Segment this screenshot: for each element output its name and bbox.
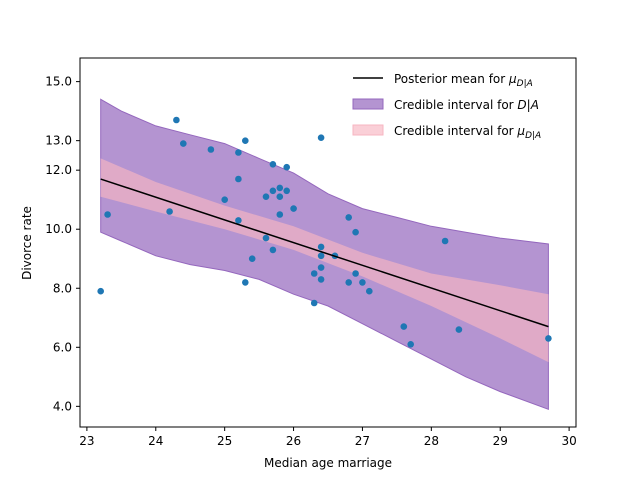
data-point <box>242 279 249 286</box>
x-tick-label: 29 <box>493 434 508 448</box>
legend: Posterior mean for μD|A Credible interval… <box>352 72 541 141</box>
data-point <box>317 252 325 260</box>
data-point <box>455 326 463 333</box>
legend-entry-label: Credible interval for μD|A <box>394 124 541 141</box>
data-point <box>366 287 373 295</box>
data-point <box>345 214 353 221</box>
x-tick-label: 27 <box>355 434 370 448</box>
data-point <box>269 246 277 254</box>
data-point <box>317 243 325 251</box>
y-tick-label: 4.0 <box>53 399 72 413</box>
data-point <box>352 270 359 277</box>
data-point <box>310 299 318 307</box>
data-point <box>173 116 180 124</box>
data-point <box>352 228 359 236</box>
x-tick-label: 24 <box>148 434 163 448</box>
y-tick-label: 15.0 <box>45 75 72 89</box>
data-point <box>180 140 187 147</box>
posterior-mean-line <box>100 178 549 328</box>
axes-layer: 23 24 25 26 27 28 29 30 4.0 6.0 8.0 10.0 12.0 13.0 15.… <box>45 57 577 448</box>
data-point <box>262 234 270 242</box>
x-tick-label: 28 <box>424 434 439 448</box>
x-tick-label: 23 <box>79 434 94 448</box>
legend-entry-label: Posterior mean for μD|A <box>394 72 533 89</box>
data-point <box>269 161 277 168</box>
data-point <box>242 137 249 144</box>
data-point <box>317 276 325 283</box>
data-point <box>345 279 353 286</box>
data-point <box>269 187 277 195</box>
data-point <box>235 175 242 183</box>
y-tick-label: 8.0 <box>53 281 72 295</box>
legend-swatch-patch <box>352 98 384 110</box>
data-point <box>283 163 291 171</box>
data-point <box>276 184 284 192</box>
y-axis-label: Divorce rate <box>20 206 34 280</box>
data-point <box>407 341 415 348</box>
axes-frame <box>79 57 577 428</box>
credible-interval-mu-band <box>100 158 549 363</box>
legend-entry-label: Credible interval for D|A <box>394 98 539 112</box>
y-tick-label: 13.0 <box>45 134 72 148</box>
data-point <box>235 149 242 156</box>
data-point <box>317 134 325 141</box>
data-point <box>104 211 111 218</box>
y-tick-label: 10.0 <box>45 222 72 236</box>
data-point <box>359 279 366 286</box>
data-point <box>262 193 270 200</box>
legend-swatch-patch <box>352 124 384 136</box>
data-point <box>166 208 173 215</box>
data-point <box>97 287 104 295</box>
x-tick-label: 25 <box>217 434 232 448</box>
data-point <box>310 270 318 277</box>
data-point <box>221 196 228 203</box>
y-tick-label: 12.0 <box>45 163 72 177</box>
data-point <box>276 211 284 218</box>
data-point <box>283 187 291 195</box>
data-point <box>207 146 215 153</box>
x-tick-label: 26 <box>286 434 301 448</box>
data-point <box>235 217 242 224</box>
x-axis-label: Median age marriage <box>264 456 392 470</box>
data-point <box>441 237 449 245</box>
data-point <box>317 264 325 271</box>
data-point <box>545 335 552 342</box>
y-tick-label: 6.0 <box>53 340 72 354</box>
x-tick-label: 30 <box>561 434 576 448</box>
data-point <box>276 193 284 200</box>
data-point <box>248 255 256 262</box>
data-point <box>290 205 297 212</box>
data-point <box>400 323 408 330</box>
plot-layer <box>97 98 552 411</box>
